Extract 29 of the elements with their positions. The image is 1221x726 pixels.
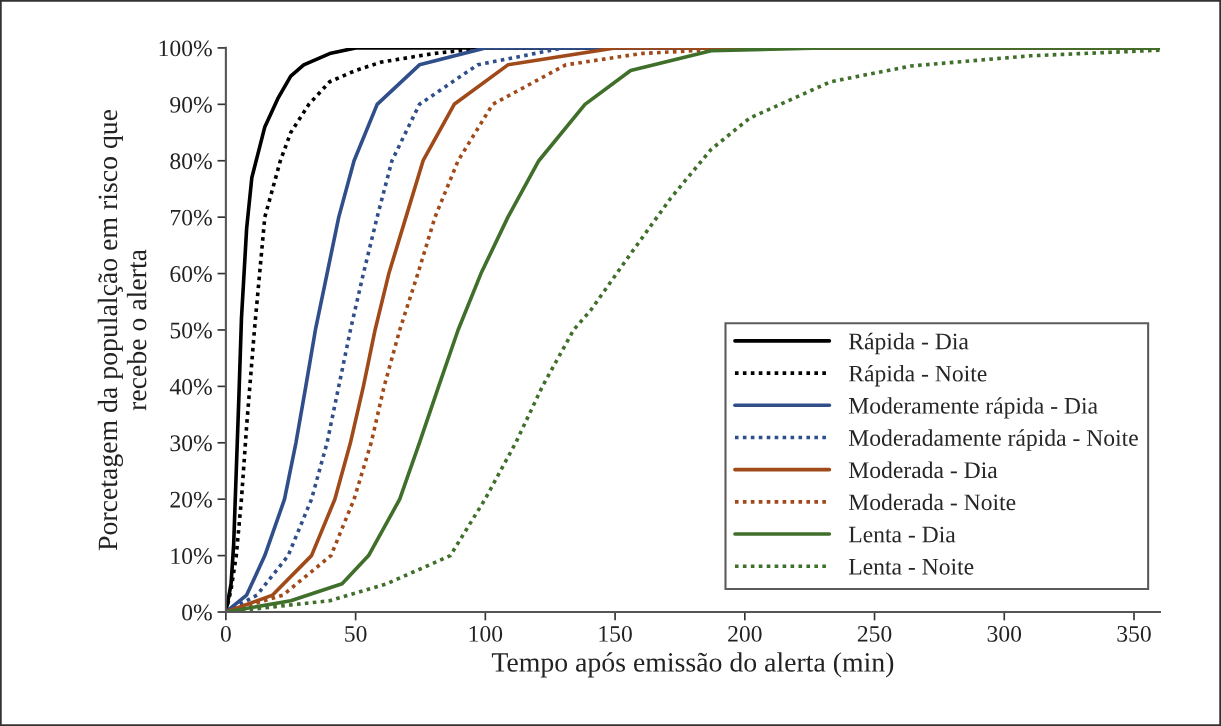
x-tick-label: 350: [1117, 625, 1151, 642]
x-axis-title: Tempo após emissão do alerta (min): [491, 652, 894, 678]
y-tick-label: 30%: [170, 435, 212, 452]
y-tick-label: 100%: [159, 40, 212, 57]
y-tick-label: 70%: [170, 209, 212, 226]
y-tick-label: 40%: [169, 378, 212, 395]
legend-label: Moderamente rápida - Dia: [848, 397, 1098, 419]
x-tick-label: 200: [728, 625, 762, 642]
x-tick-label: 0: [220, 625, 231, 642]
legend-label: Lenta - Noite: [848, 558, 974, 575]
y-tick-label: 20%: [170, 491, 212, 508]
legend-label: Rápida - Dia: [848, 332, 969, 355]
x-tick-label: 250: [857, 625, 892, 642]
legend-label: Moderada - Noite: [848, 493, 1016, 511]
legend-label: Moderada - Dia: [848, 461, 998, 479]
y-tick-label: 50%: [170, 322, 212, 339]
y-tick-label: 80%: [170, 153, 212, 170]
legend-label: Moderadamente rápida - Noite: [848, 429, 1138, 451]
x-tick-label: 50: [345, 625, 367, 642]
y-axis-title: Porcetagem da populalção em risco que recebe o alerta: [97, 109, 147, 551]
x-tick-label: 100: [469, 625, 503, 642]
y-tick-label: 10%: [171, 548, 212, 565]
y-tick-label: 0%: [182, 604, 212, 621]
x-tick-label: 300: [987, 625, 1022, 642]
y-tick-label: 90%: [170, 96, 212, 113]
legend-label: Rápida - Noite: [848, 364, 987, 387]
x-tick-label: 150: [599, 625, 632, 642]
y-tick-label: 60%: [170, 266, 212, 283]
legend-label: Lenta - Dia: [848, 526, 956, 543]
